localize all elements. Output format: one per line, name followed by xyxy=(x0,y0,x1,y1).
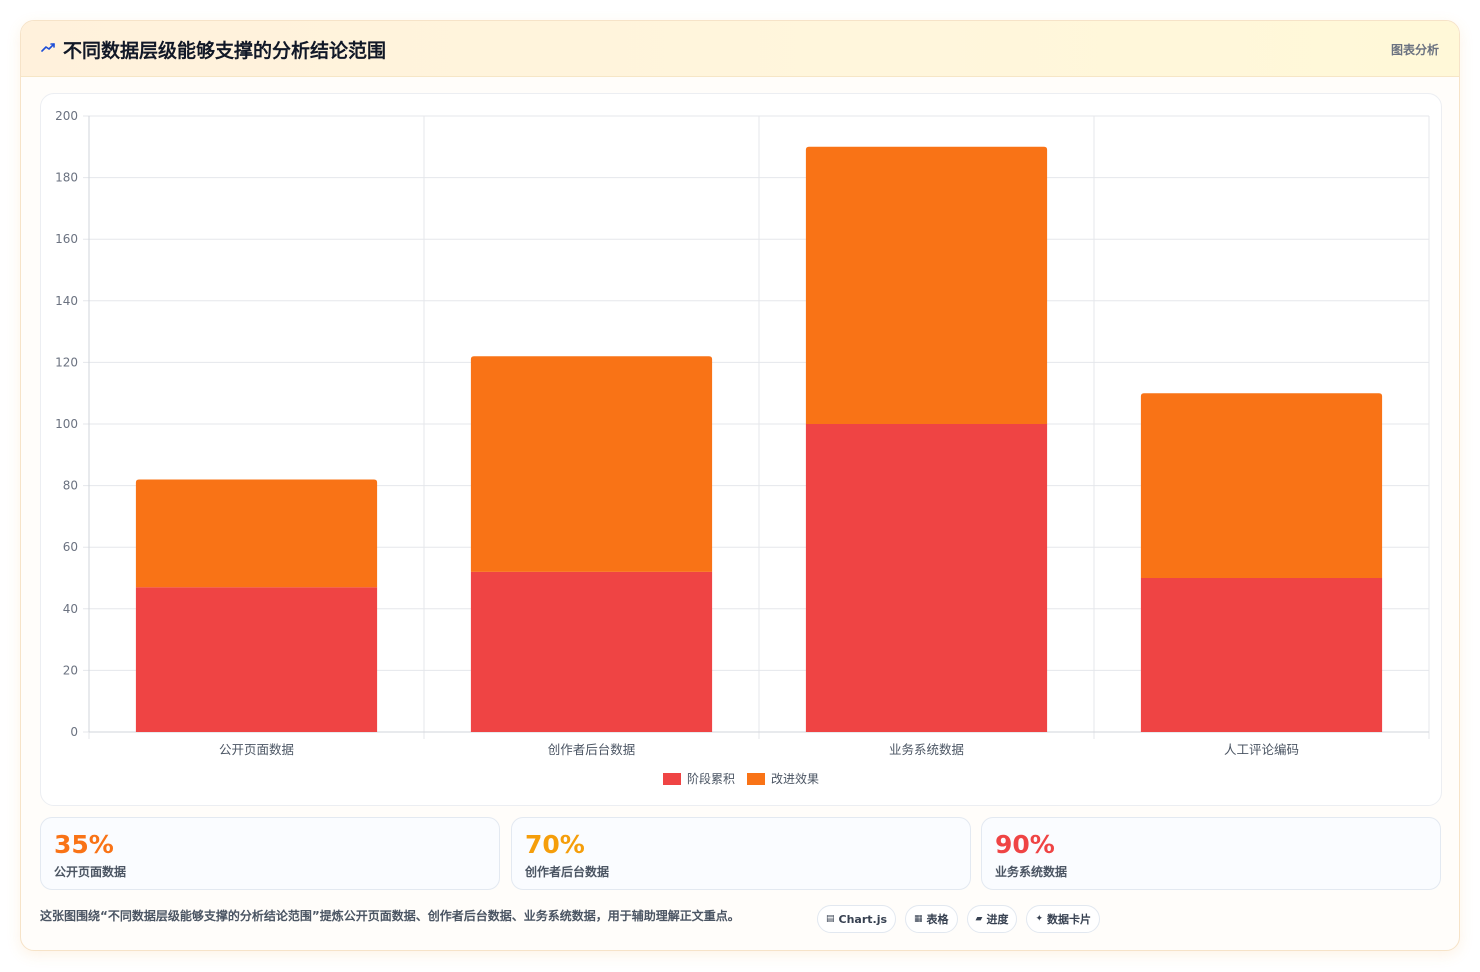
chart-panel: 0 20 40 60 80 100 120 140 160 180 200 公开页面数据 创作者后台数据… xyxy=(40,93,1442,806)
stat-card-public: 35% 公开页面数据 xyxy=(40,817,500,890)
chart-line-icon xyxy=(41,43,55,52)
bar-segment xyxy=(135,479,378,588)
sparkle-icon: ✦ xyxy=(1035,914,1044,924)
legend-label: 改进效果 xyxy=(771,772,820,786)
chip-label: 数据卡片 xyxy=(1047,913,1092,926)
bar-segment xyxy=(470,571,713,732)
table-icon: ▦ xyxy=(914,914,923,924)
stat-value: 35% xyxy=(54,830,114,859)
tech-chips: ▤ Chart.js ▦ 表格 ▰ 进度 ✦ 数据卡片 xyxy=(817,905,1101,933)
chip-label: Chart.js xyxy=(838,912,888,926)
y-tick-label: 20 xyxy=(63,663,78,677)
legend-label: 阶段累积 xyxy=(686,772,735,786)
stat-label: 公开页面数据 xyxy=(54,865,127,879)
chip-progress[interactable]: ▰ 进度 xyxy=(966,905,1018,933)
bar-segment xyxy=(470,356,713,572)
chip-table[interactable]: ▦ 表格 xyxy=(905,905,958,933)
stat-card-creator: 70% 创作者后台数据 xyxy=(511,817,971,890)
y-tick-label: 140 xyxy=(55,294,78,308)
card-header: 不同数据层级能够支撑的分析结论范围 图表分析 xyxy=(21,21,1459,77)
x-tick-label: 业务系统数据 xyxy=(889,742,964,757)
stat-value: 70% xyxy=(525,830,585,859)
y-tick-label: 120 xyxy=(55,355,78,369)
y-tick-label: 180 xyxy=(55,171,78,185)
y-tick-label: 80 xyxy=(63,479,78,493)
bar-chart: 0 20 40 60 80 100 120 140 160 180 200 公开页面数据 创作者后台数据… xyxy=(55,109,1430,757)
bar-segment xyxy=(135,587,378,732)
chart-card: 不同数据层级能够支撑的分析结论范围 图表分析 0 20 40 60 80 100 120 14… xyxy=(20,20,1460,951)
stat-label: 创作者后台数据 xyxy=(525,865,610,879)
y-tick-label: 0 xyxy=(70,725,78,739)
stat-value: 90% xyxy=(995,830,1055,859)
y-tick-label: 160 xyxy=(55,232,78,246)
stat-card-business: 90% 业务系统数据 xyxy=(981,817,1441,890)
legend-item[interactable]: 改进效果 xyxy=(747,770,819,787)
chip-data-card[interactable]: ✦ 数据卡片 xyxy=(1026,905,1101,933)
y-tick-label: 60 xyxy=(63,540,78,554)
x-tick-label: 人工评论编码 xyxy=(1224,742,1299,757)
y-tick-label: 40 xyxy=(63,602,78,616)
stat-label: 业务系统数据 xyxy=(995,865,1068,879)
bar-segment xyxy=(1140,393,1383,578)
bar-segment xyxy=(805,146,1048,425)
chart-caption: 这张图围绕“不同数据层级能够支撑的分析结论范围”提炼公开页面数据、创作者后台数据… xyxy=(40,909,740,923)
x-tick-label: 创作者后台数据 xyxy=(548,742,636,757)
chip-chartjs[interactable]: ▤ Chart.js xyxy=(817,905,897,933)
y-tick-label: 200 xyxy=(55,109,78,123)
x-tick-label: 公开页面数据 xyxy=(219,742,294,757)
legend-item[interactable]: 阶段累积 xyxy=(662,770,735,787)
chip-label: 表格 xyxy=(926,913,949,926)
chart-legend: 阶段累积 改进效果 xyxy=(41,770,1441,787)
legend-swatch xyxy=(662,772,681,785)
bar-segment xyxy=(1140,578,1383,732)
legend-swatch xyxy=(747,772,765,785)
chip-label: 进度 xyxy=(986,913,1009,926)
bar-segment xyxy=(805,424,1048,732)
page-title: 不同数据层级能够支撑的分析结论范围 xyxy=(63,40,387,62)
header-tag: 图表分析 xyxy=(1390,43,1439,57)
chart-icon: ▤ xyxy=(826,914,835,924)
y-tick-label: 100 xyxy=(55,417,78,431)
progress-icon: ▰ xyxy=(975,914,983,924)
